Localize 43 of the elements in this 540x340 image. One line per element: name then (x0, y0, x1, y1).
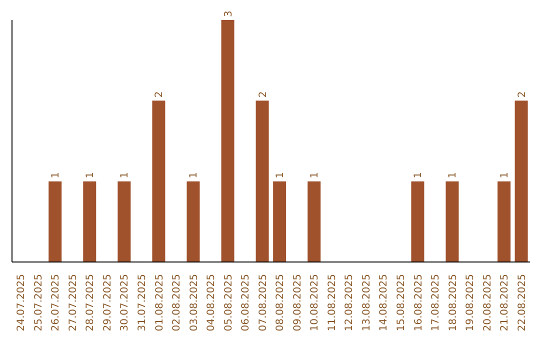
data-label: 1 (50, 172, 62, 178)
data-label: 1 (500, 172, 511, 178)
x-tick-label: 01.08.2025 (154, 274, 166, 332)
x-tick-label: 12.08.2025 (344, 274, 356, 332)
x-tick-label: 15.08.2025 (396, 274, 407, 332)
x-tick-label: 09.08.2025 (292, 274, 304, 332)
x-tick-label: 17.08.2025 (430, 274, 442, 332)
x-tick-label: 07.08.2025 (258, 274, 269, 332)
x-tick-label: 06.08.2025 (240, 274, 252, 332)
data-label: 1 (188, 172, 200, 178)
data-label: 1 (448, 172, 459, 178)
x-tick-label: 11.08.2025 (326, 274, 338, 332)
x-tick-label: 05.08.2025 (223, 274, 234, 332)
x-tick-label: 10.08.2025 (310, 274, 321, 332)
x-tick-label: 27.07.2025 (68, 274, 79, 332)
x-tick-label: 19.08.2025 (465, 274, 476, 332)
data-label: 2 (516, 91, 528, 98)
x-tick-label: 21.08.2025 (500, 274, 511, 332)
data-label: 2 (154, 91, 166, 98)
data-label: 1 (85, 172, 96, 178)
x-tick-label: 14.08.2025 (378, 274, 390, 332)
data-label: 3 (223, 10, 234, 17)
data-label: 2 (258, 91, 269, 98)
x-tick-label: 13.08.2025 (361, 274, 372, 332)
x-tick-label: 20.08.2025 (482, 274, 494, 332)
data-label: 1 (310, 172, 321, 178)
x-tick-label: 25.07.2025 (33, 274, 44, 332)
data-label: 1 (275, 172, 286, 178)
data-label: 1 (413, 172, 424, 178)
x-tick-label: 22.08.2025 (516, 274, 528, 332)
x-tick-label: 24.07.2025 (16, 274, 28, 332)
x-tick-label: 26.07.2025 (50, 274, 62, 332)
x-tick-label: 02.08.2025 (172, 274, 183, 332)
x-tick-label: 29.07.2025 (102, 274, 114, 332)
x-tick-label: 31.07.2025 (137, 274, 148, 332)
x-tick-label: 04.08.2025 (206, 274, 218, 332)
x-tick-label: 16.08.2025 (413, 274, 424, 332)
x-tick-label: 30.07.2025 (120, 274, 131, 332)
data-label: 1 (120, 172, 131, 178)
x-tick-label: 03.08.2025 (188, 274, 200, 332)
x-tick-label: 08.08.2025 (275, 274, 286, 332)
x-tick-label: 28.07.2025 (85, 274, 96, 332)
x-tick-label: 18.08.2025 (448, 274, 459, 332)
